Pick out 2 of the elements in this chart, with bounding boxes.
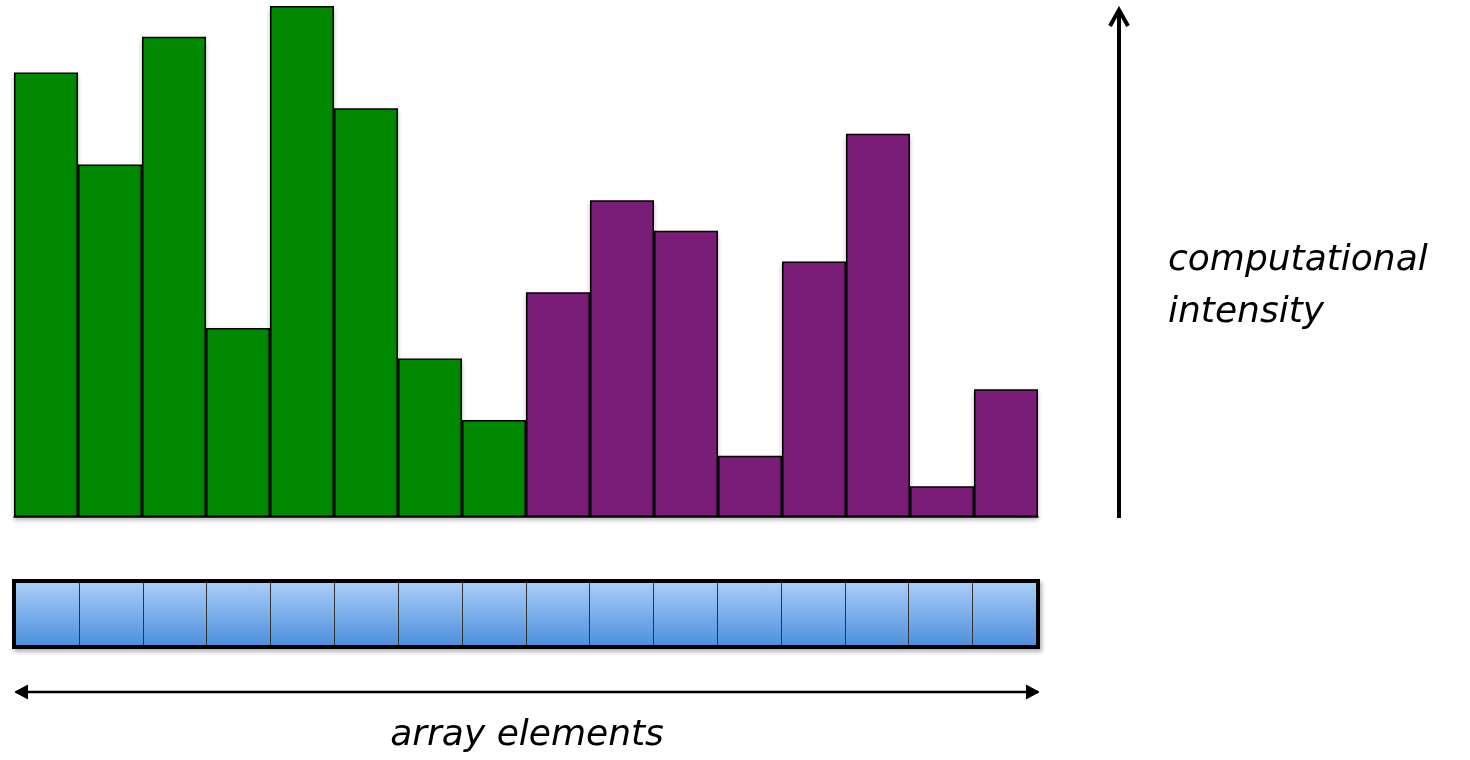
text: array elements — [389, 712, 665, 753]
y-axis-title: computational intensity — [1168, 236, 1429, 332]
